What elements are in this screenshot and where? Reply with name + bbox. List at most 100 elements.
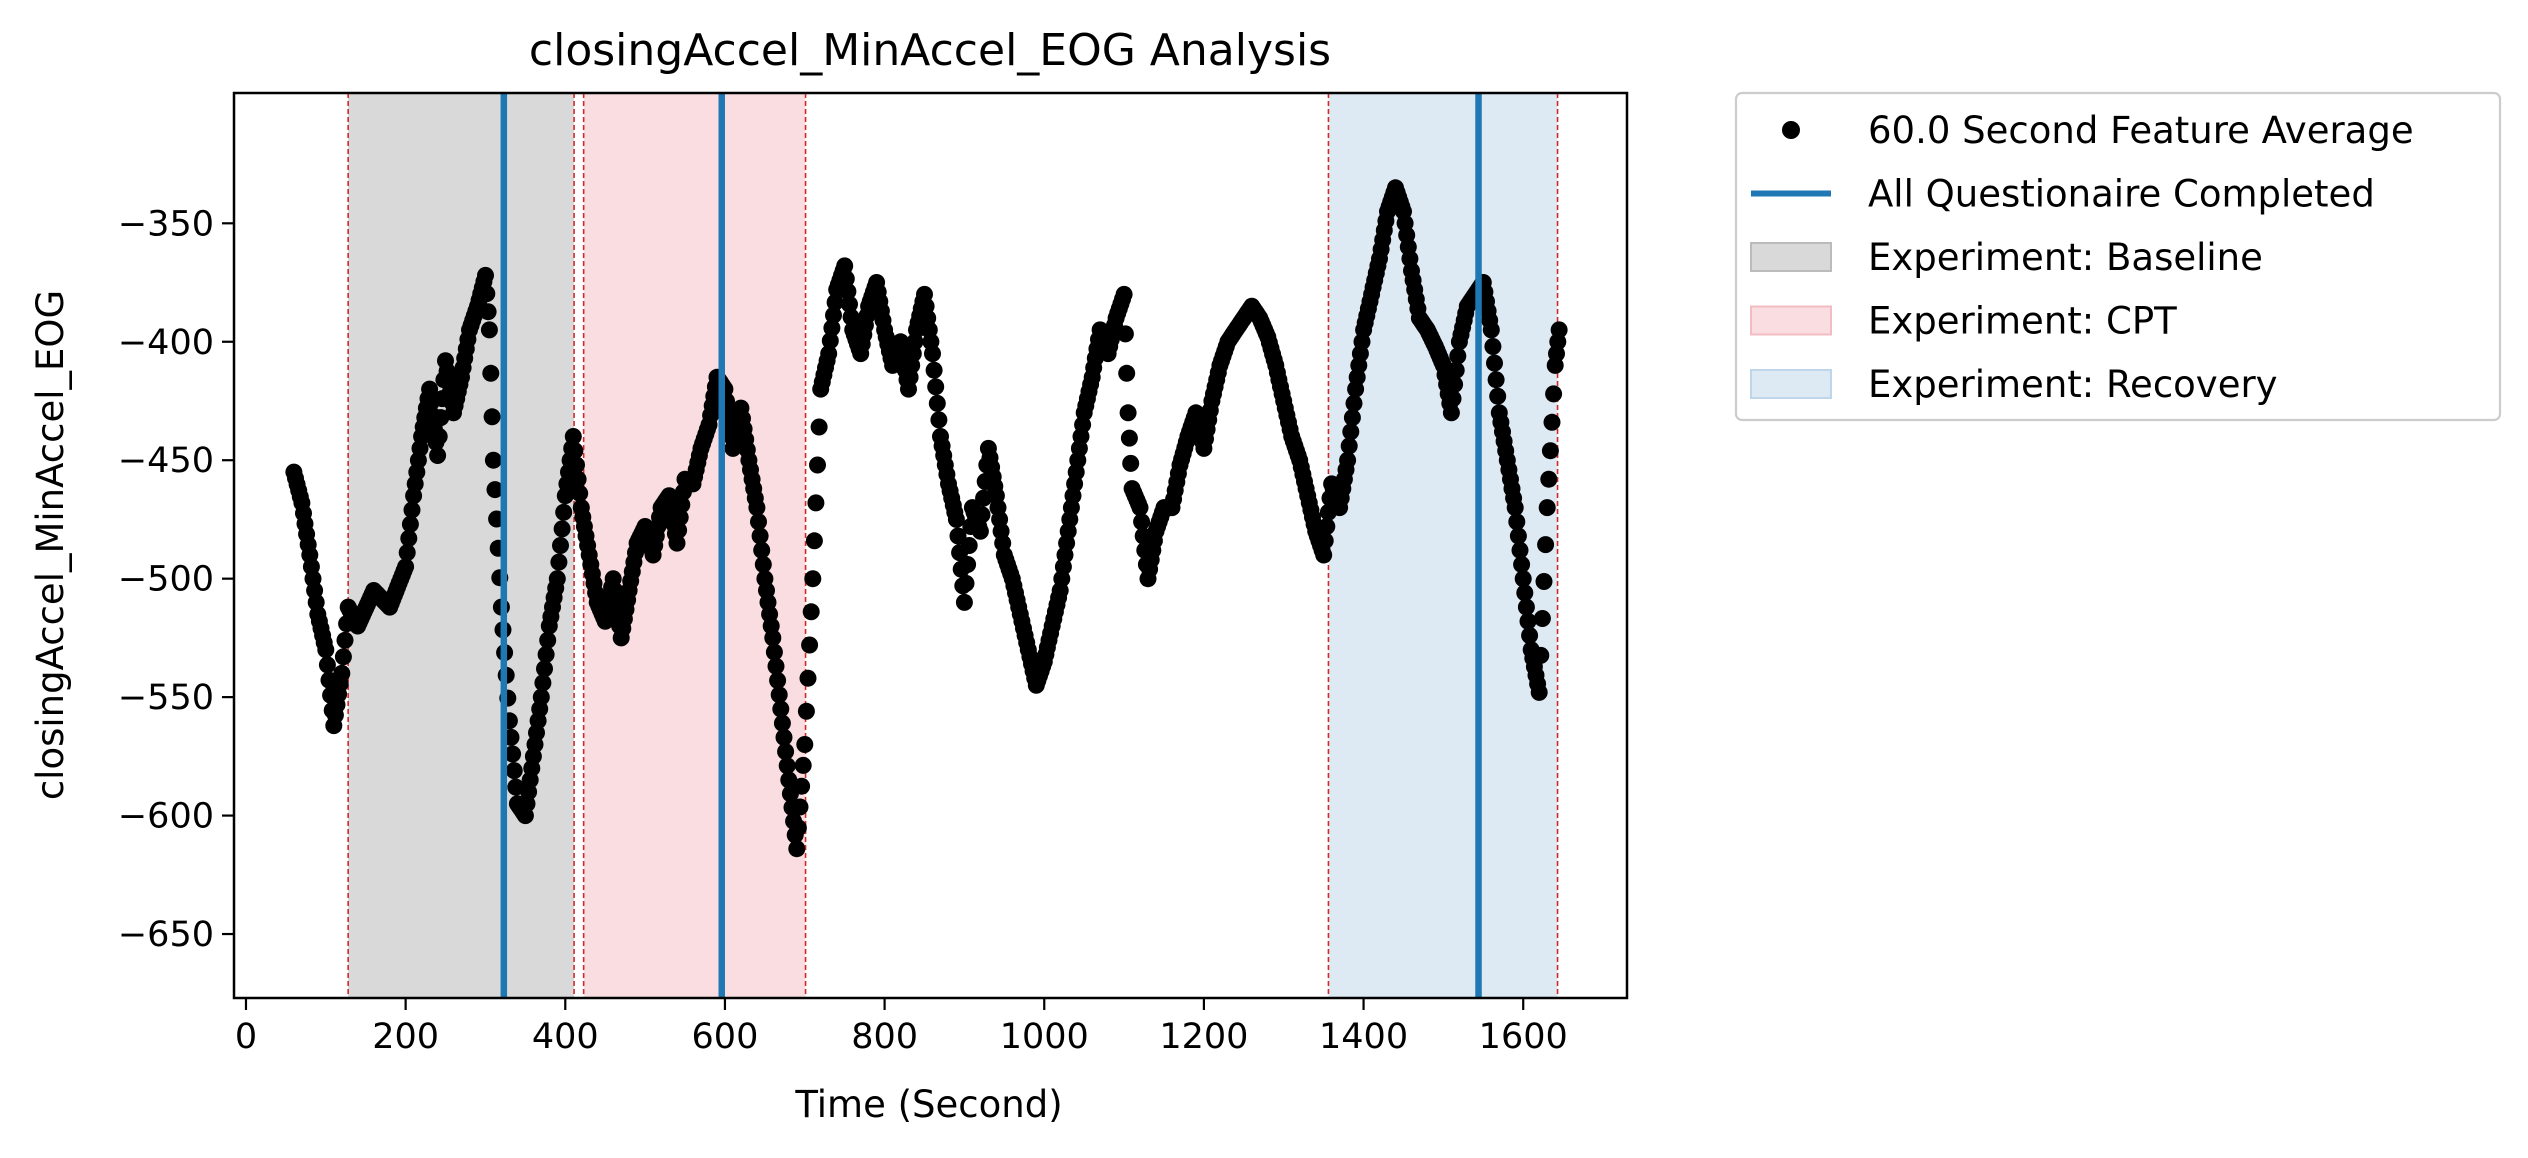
data-point (1514, 570, 1532, 588)
data-point (751, 527, 769, 545)
data-point (769, 672, 787, 689)
data-point (788, 840, 806, 858)
data-point (1489, 387, 1507, 405)
data-point (1506, 499, 1524, 517)
data-point (1118, 364, 1136, 382)
data-point (1120, 429, 1138, 447)
data-point (401, 515, 419, 533)
x-tick-label: 0 (235, 1017, 257, 1057)
chart-title: closingAccel_MinAccel_EOG Analysis (529, 25, 1331, 76)
data-point (1540, 470, 1558, 488)
x-tick-label: 400 (532, 1017, 599, 1057)
data-point (334, 648, 352, 666)
y-tick-label: −400 (118, 323, 214, 363)
data-point (505, 762, 523, 780)
data-point (670, 521, 688, 539)
data-point (403, 501, 421, 519)
data-point (794, 756, 812, 774)
data-point (971, 522, 989, 540)
data-point (797, 702, 815, 720)
data-point (482, 364, 500, 382)
data-point (1449, 347, 1467, 365)
data-point (504, 745, 522, 763)
data-point (821, 332, 839, 350)
data-point (949, 527, 967, 545)
data-point (555, 503, 573, 521)
data-point (507, 778, 525, 796)
data-point (799, 669, 817, 687)
data-point (1484, 338, 1502, 355)
data-point (924, 345, 941, 363)
legend-patch-icon (1750, 369, 1832, 399)
data-point (1532, 646, 1550, 664)
data-point (483, 408, 501, 426)
data-point (802, 603, 820, 621)
data-point (778, 757, 796, 775)
data-point (1535, 573, 1553, 590)
data-point (957, 574, 975, 592)
data-point (925, 361, 943, 379)
y-tick-label: −650 (118, 915, 214, 955)
data-point (552, 537, 569, 554)
data-point (791, 798, 809, 816)
data-point (1519, 612, 1537, 630)
y-tick-label: −350 (118, 204, 214, 244)
data-point (1133, 513, 1151, 531)
y-tick-label: −450 (118, 441, 214, 481)
data-point (1537, 536, 1555, 554)
data-point (780, 771, 798, 789)
data-point (566, 442, 584, 460)
data-point (537, 646, 555, 663)
data-point (1486, 354, 1503, 372)
data-point (807, 494, 825, 512)
data-point (805, 532, 823, 550)
data-point (754, 556, 772, 573)
data-point (836, 257, 854, 275)
data-point (1447, 361, 1465, 379)
data-point (397, 558, 415, 576)
x-tick-label: 800 (851, 1017, 918, 1057)
data-point (1119, 404, 1137, 422)
data-point (550, 553, 568, 571)
data-point (796, 736, 814, 753)
x-tick-label: 600 (692, 1017, 759, 1057)
data-point (1316, 532, 1334, 550)
data-point (1511, 541, 1529, 559)
data-point (1538, 499, 1556, 517)
data-point (477, 266, 494, 284)
data-point (1345, 394, 1363, 412)
data-point (318, 656, 336, 674)
questionnaire-lines (500, 93, 1482, 998)
y-axis-label: closingAccel_MinAccel_EOG (29, 290, 72, 800)
data-point (532, 688, 550, 706)
data-point (539, 631, 557, 649)
y-tick-label: −600 (118, 797, 214, 837)
data-point (564, 428, 582, 445)
data-point (1545, 385, 1563, 403)
feature-average-points (285, 179, 1568, 858)
data-point (553, 520, 571, 538)
data-point (1115, 285, 1133, 303)
span-baseline (348, 93, 575, 998)
legend-label: Experiment: Baseline (1868, 236, 2263, 279)
data-point (841, 295, 858, 313)
legend-label: All Questionaire Completed (1868, 173, 2375, 216)
x-tick-label: 1600 (1479, 1017, 1568, 1057)
data-point (842, 308, 860, 326)
data-point (1508, 513, 1526, 531)
data-point (1339, 451, 1357, 469)
data-point (801, 636, 819, 654)
data-point (398, 544, 416, 562)
x-tick-label: 200 (372, 1017, 439, 1057)
data-point (809, 456, 826, 474)
legend-box (1734, 91, 2502, 422)
data-point (486, 481, 504, 499)
data-point (1521, 627, 1539, 644)
data-point (336, 631, 354, 649)
plot-area (232, 91, 1629, 1000)
plot-frame (232, 91, 1629, 1000)
data-point (767, 657, 785, 675)
data-point (973, 506, 991, 524)
data-point (837, 270, 855, 288)
